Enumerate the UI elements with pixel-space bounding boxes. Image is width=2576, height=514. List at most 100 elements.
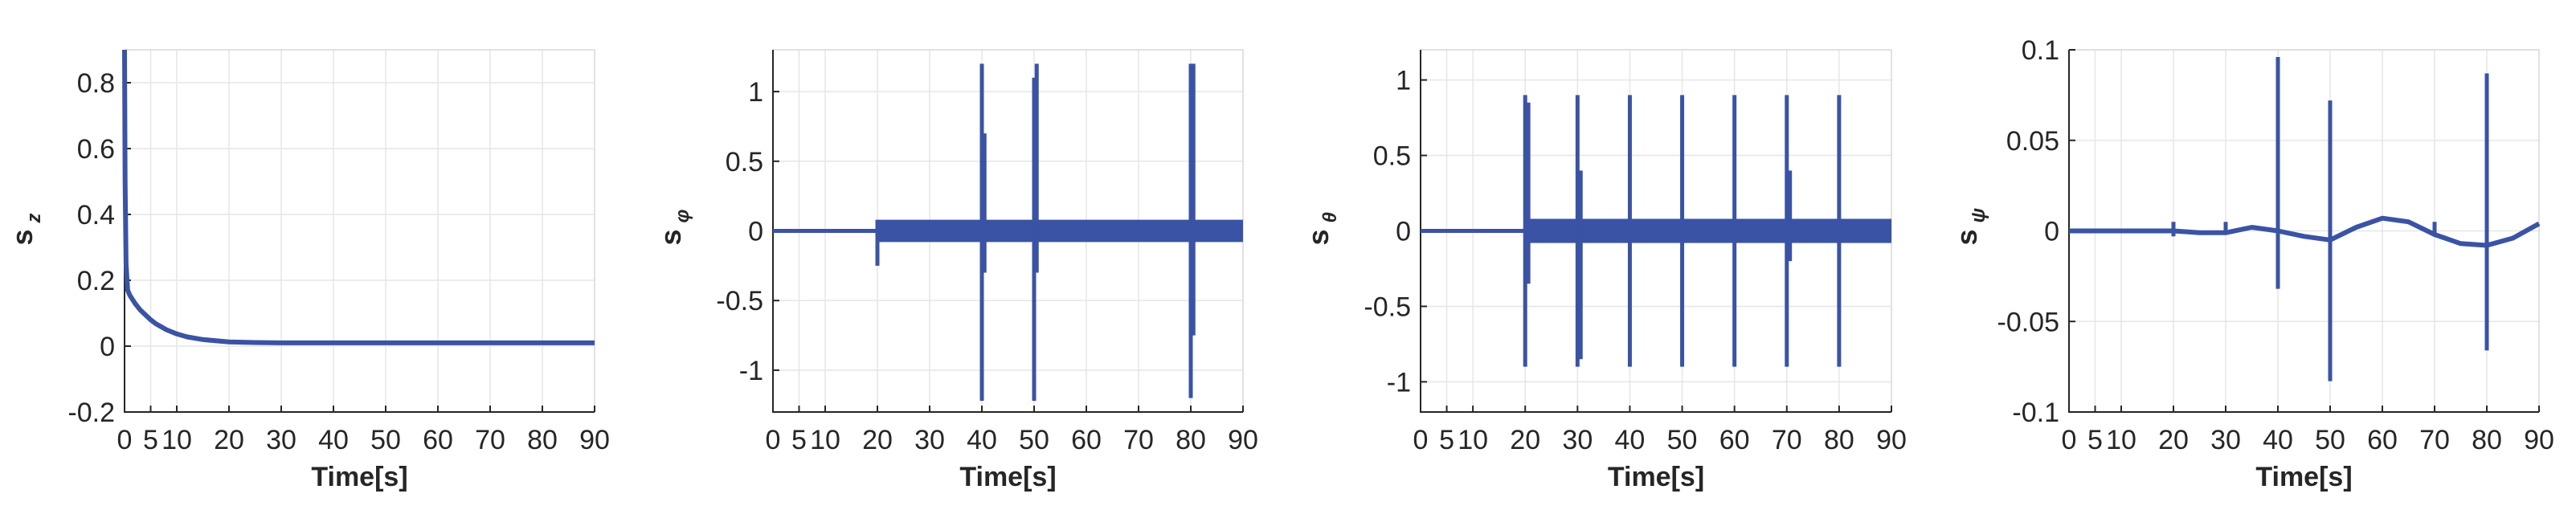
x-tick-label: 80 — [1824, 425, 1854, 455]
x-tick-label: 20 — [214, 425, 244, 455]
y-axis-label-subscript: ψ — [1968, 208, 1989, 223]
series-data — [2069, 57, 2541, 381]
series-line — [2069, 215, 2541, 248]
x-tick-label: 60 — [423, 425, 453, 455]
y-tick-label: -0.2 — [67, 398, 115, 428]
x-tick-label: 30 — [1562, 425, 1593, 455]
y-axis-label: sψ — [1950, 208, 1989, 246]
y-axis-label-main: s — [654, 229, 687, 245]
x-tick-label: 10 — [162, 425, 192, 455]
x-tick-label: 60 — [1719, 425, 1750, 455]
x-axis-label: Time[s] — [1608, 462, 1704, 492]
grid — [125, 50, 595, 413]
y-tick-label: 0.8 — [77, 68, 115, 99]
y-tick-label: 0.4 — [77, 200, 115, 230]
x-tick-label: 50 — [2315, 425, 2345, 455]
x-tick-label: 10 — [2106, 425, 2136, 455]
x-tick-label: 40 — [967, 425, 997, 455]
x-tick-label: 60 — [1071, 425, 1102, 455]
x-tick-label: 40 — [2263, 425, 2293, 455]
y-tick-label: -0.05 — [1997, 307, 2060, 337]
y-axis-label: sz — [6, 214, 45, 246]
x-tick-label: 70 — [1772, 425, 1802, 455]
plot-box — [2069, 49, 2540, 412]
series-data — [773, 63, 1243, 402]
x-tick-label: 0 — [117, 425, 133, 455]
y-axis-label-main: s — [1302, 229, 1335, 245]
y-tick-label: 0.6 — [77, 134, 115, 165]
plot-box — [1421, 49, 1892, 412]
y-axis-label-subscript: z — [23, 214, 45, 224]
y-axis-label-main: s — [1950, 229, 1983, 245]
x-tick-label: 5 — [1439, 425, 1454, 455]
x-tick-label: 0 — [2062, 425, 2077, 455]
x-tick-label: 20 — [862, 425, 893, 455]
plot-box — [125, 49, 595, 412]
x-tick-label: 20 — [2158, 425, 2189, 455]
x-tick-label: 30 — [2210, 425, 2241, 455]
y-tick-label: -0.5 — [1364, 292, 1411, 322]
panel-spsi: 0 5 10 20 30 40 50 60 70 80 90-0.1-0.0500.050.1Tim… — [1950, 35, 2554, 492]
y-axis-label: sφ — [654, 210, 693, 246]
x-tick-label: 5 — [2087, 425, 2103, 455]
y-tick-label: -0.1 — [2012, 398, 2059, 428]
x-tick-label: 80 — [1176, 425, 1206, 455]
y-tick-label: 0 — [2044, 217, 2059, 247]
series-line — [122, 49, 595, 345]
y-tick-label: 0 — [748, 217, 763, 247]
y-tick-label: -1 — [1387, 367, 1411, 398]
y-tick-label: 1 — [748, 77, 763, 108]
y-tick-label: 1 — [1396, 66, 1411, 96]
x-tick-label: 10 — [1458, 425, 1488, 455]
x-tick-label: 80 — [2472, 425, 2502, 455]
x-tick-label: 60 — [2367, 425, 2398, 455]
x-tick-label: 40 — [318, 425, 349, 455]
x-tick-label: 5 — [143, 425, 158, 455]
x-tick-label: 10 — [810, 425, 840, 455]
x-tick-label: 30 — [914, 425, 945, 455]
x-tick-label: 90 — [1228, 425, 1258, 455]
x-tick-label: 70 — [2419, 425, 2450, 455]
x-axis-label: Time[s] — [959, 462, 1056, 492]
y-tick-label: -0.5 — [716, 286, 763, 316]
y-axis-label-main: s — [6, 229, 39, 245]
x-tick-label: 50 — [1667, 425, 1698, 455]
y-tick-label: 0.2 — [77, 266, 115, 296]
y-tick-label: 0 — [100, 332, 115, 362]
x-axis-label: Time[s] — [2255, 462, 2352, 492]
y-axis-label-subscript: θ — [1319, 212, 1341, 222]
x-tick-label: 0 — [766, 425, 781, 455]
y-tick-label: 0.5 — [726, 147, 763, 177]
y-tick-label: -1 — [739, 356, 763, 386]
x-tick-label: 80 — [527, 425, 558, 455]
y-axis-label-subscript: φ — [672, 210, 693, 223]
y-tick-label: 0 — [1396, 217, 1411, 247]
y-axis-label: sθ — [1302, 212, 1341, 245]
oscillation-band — [1525, 218, 1891, 243]
x-tick-label: 0 — [1413, 425, 1429, 455]
x-tick-label: 90 — [579, 425, 610, 455]
y-tick-label: 0.5 — [1373, 141, 1411, 172]
series-data — [1421, 95, 1891, 367]
oscillation-band — [877, 219, 1243, 243]
panel-sz: 0 5 10 20 30 40 50 60 70 80 90-0.200.20.40.60.8Tim… — [6, 49, 610, 492]
x-tick-label: 50 — [370, 425, 401, 455]
axes-lines — [124, 50, 595, 413]
x-tick-label: 90 — [2524, 425, 2554, 455]
x-axis-label: Time[s] — [311, 462, 407, 492]
x-tick-label: 90 — [1876, 425, 1907, 455]
series-data — [122, 49, 595, 345]
plot-box — [773, 49, 1244, 412]
x-tick-label: 70 — [475, 425, 505, 455]
x-tick-label: 50 — [1019, 425, 1049, 455]
x-tick-label: 70 — [1123, 425, 1154, 455]
x-tick-label: 20 — [1510, 425, 1540, 455]
y-tick-label: 0.05 — [2006, 126, 2059, 157]
x-tick-label: 30 — [266, 425, 296, 455]
x-tick-label: 5 — [791, 425, 807, 455]
y-tick-label: 0.1 — [2022, 35, 2059, 66]
x-tick-label: 40 — [1615, 425, 1646, 455]
